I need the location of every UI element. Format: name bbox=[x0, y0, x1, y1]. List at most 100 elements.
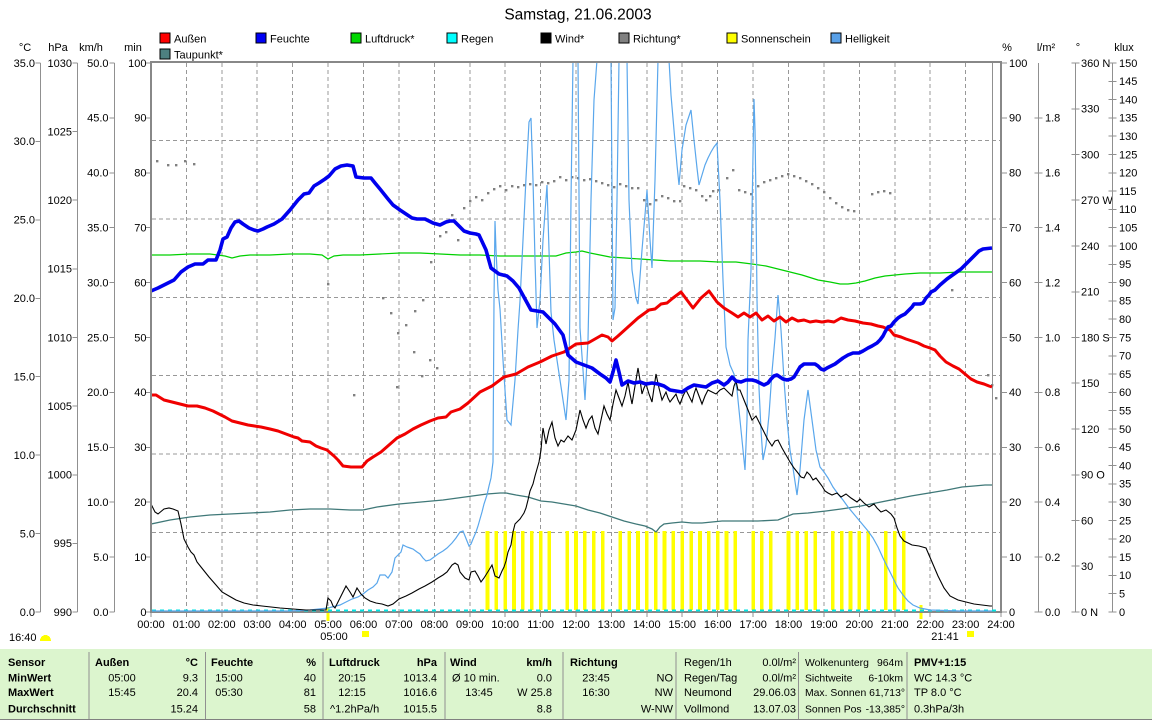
svg-text:95: 95 bbox=[1119, 259, 1131, 271]
svg-text:45.0: 45.0 bbox=[87, 113, 108, 125]
svg-text:16:40: 16:40 bbox=[9, 632, 37, 644]
svg-text:40: 40 bbox=[134, 387, 146, 399]
svg-text:20.4: 20.4 bbox=[177, 687, 198, 699]
svg-text:60: 60 bbox=[134, 277, 146, 289]
svg-text:85: 85 bbox=[1119, 296, 1131, 308]
svg-text:0.0l/m²: 0.0l/m² bbox=[762, 673, 796, 685]
svg-text:03:00: 03:00 bbox=[243, 619, 271, 631]
svg-text:17:00: 17:00 bbox=[739, 619, 767, 631]
svg-text:Außen: Außen bbox=[174, 34, 206, 46]
svg-text:23:45: 23:45 bbox=[582, 673, 610, 685]
svg-text:13.07.03: 13.07.03 bbox=[753, 704, 796, 716]
svg-text:60: 60 bbox=[1081, 515, 1093, 527]
svg-text:35: 35 bbox=[1119, 479, 1131, 491]
svg-text:130: 130 bbox=[1119, 131, 1137, 143]
svg-text:30: 30 bbox=[134, 442, 146, 454]
svg-text:60: 60 bbox=[1119, 387, 1131, 399]
svg-text:19:00: 19:00 bbox=[810, 619, 838, 631]
svg-text:90: 90 bbox=[134, 113, 146, 125]
svg-text:00:00: 00:00 bbox=[137, 619, 165, 631]
svg-text:1020: 1020 bbox=[48, 195, 72, 207]
svg-text:12:15: 12:15 bbox=[338, 687, 366, 699]
svg-text:30: 30 bbox=[1119, 497, 1131, 509]
svg-text:125: 125 bbox=[1119, 149, 1137, 161]
svg-text:06:00: 06:00 bbox=[350, 619, 378, 631]
svg-text:Feuchte: Feuchte bbox=[270, 34, 310, 46]
svg-text:115: 115 bbox=[1119, 186, 1137, 198]
svg-text:1013.4: 1013.4 bbox=[403, 673, 437, 685]
svg-text:hPa: hPa bbox=[417, 657, 438, 669]
svg-text:1025: 1025 bbox=[48, 126, 72, 138]
svg-text:25: 25 bbox=[1119, 515, 1131, 527]
svg-text:Durchschnitt: Durchschnitt bbox=[8, 704, 76, 716]
svg-text:60: 60 bbox=[1009, 277, 1021, 289]
svg-text:50.0: 50.0 bbox=[87, 58, 108, 70]
svg-text:%: % bbox=[1002, 42, 1012, 54]
svg-text:Samstag, 21.06.2003: Samstag, 21.06.2003 bbox=[504, 7, 651, 24]
svg-text:15: 15 bbox=[1119, 552, 1131, 564]
svg-text:Sonnenschein: Sonnenschein bbox=[741, 34, 811, 46]
svg-text:-13,385°: -13,385° bbox=[866, 705, 905, 716]
svg-text:100: 100 bbox=[128, 58, 146, 70]
svg-text:120: 120 bbox=[1081, 424, 1099, 436]
svg-text:Feuchte: Feuchte bbox=[211, 657, 253, 669]
svg-text:80: 80 bbox=[134, 168, 146, 180]
svg-text:20: 20 bbox=[134, 497, 146, 509]
svg-text:1000: 1000 bbox=[48, 470, 72, 482]
svg-text:Richtung*: Richtung* bbox=[633, 34, 681, 46]
svg-text:1015.5: 1015.5 bbox=[403, 704, 437, 716]
svg-text:35.0: 35.0 bbox=[14, 58, 35, 70]
svg-text:08:00: 08:00 bbox=[421, 619, 449, 631]
svg-text:Neumond: Neumond bbox=[684, 687, 732, 699]
svg-text:0.0: 0.0 bbox=[20, 607, 35, 619]
svg-text:240: 240 bbox=[1081, 241, 1099, 253]
svg-text:18:00: 18:00 bbox=[775, 619, 803, 631]
svg-text:81: 81 bbox=[304, 687, 316, 699]
svg-text:990: 990 bbox=[54, 607, 72, 619]
svg-text:05:00: 05:00 bbox=[314, 619, 342, 631]
svg-text:65: 65 bbox=[1119, 369, 1131, 381]
svg-text:1.6: 1.6 bbox=[1045, 168, 1060, 180]
svg-text:01:00: 01:00 bbox=[173, 619, 201, 631]
svg-text:10.0: 10.0 bbox=[14, 450, 35, 462]
svg-text:PMV+1:15: PMV+1:15 bbox=[914, 657, 966, 669]
svg-text:20:15: 20:15 bbox=[338, 673, 366, 685]
svg-text:°C: °C bbox=[19, 42, 31, 54]
svg-text:105: 105 bbox=[1119, 223, 1137, 235]
svg-text:13:00: 13:00 bbox=[598, 619, 626, 631]
svg-text:0.3hPa/3h: 0.3hPa/3h bbox=[914, 704, 964, 716]
svg-text:0: 0 bbox=[1009, 607, 1015, 619]
svg-text:04:00: 04:00 bbox=[279, 619, 307, 631]
svg-text:1030: 1030 bbox=[48, 58, 72, 70]
svg-text:10.0: 10.0 bbox=[87, 497, 108, 509]
svg-text:Ø 10 min.: Ø 10 min. bbox=[452, 673, 500, 685]
svg-text:Taupunkt*: Taupunkt* bbox=[174, 50, 224, 62]
svg-text:km/h: km/h bbox=[526, 657, 552, 669]
svg-text:20: 20 bbox=[1119, 534, 1131, 546]
svg-text:1.4: 1.4 bbox=[1045, 223, 1060, 235]
svg-text:0 N: 0 N bbox=[1081, 607, 1098, 619]
svg-text:80: 80 bbox=[1009, 168, 1021, 180]
svg-text:70: 70 bbox=[1119, 351, 1131, 363]
svg-text:0.6: 0.6 bbox=[1045, 442, 1060, 454]
svg-text:40: 40 bbox=[304, 673, 316, 685]
svg-text:0.4: 0.4 bbox=[1045, 497, 1060, 509]
svg-text:300: 300 bbox=[1081, 149, 1099, 161]
svg-text:360 N: 360 N bbox=[1081, 58, 1110, 70]
svg-text:Vollmond: Vollmond bbox=[684, 704, 729, 716]
svg-text:klux: klux bbox=[1114, 42, 1134, 54]
svg-text:0.0: 0.0 bbox=[537, 673, 552, 685]
svg-text:Außen: Außen bbox=[95, 657, 130, 669]
svg-text:W-NW: W-NW bbox=[641, 704, 674, 716]
svg-text:Regen/Tag: Regen/Tag bbox=[684, 673, 737, 685]
svg-text:30: 30 bbox=[1009, 442, 1021, 454]
svg-text:90 O: 90 O bbox=[1081, 470, 1105, 482]
svg-text:25.0: 25.0 bbox=[87, 332, 108, 344]
svg-text:1005: 1005 bbox=[48, 401, 72, 413]
svg-text:1.2: 1.2 bbox=[1045, 277, 1060, 289]
svg-text:995: 995 bbox=[54, 538, 72, 550]
svg-text:25.0: 25.0 bbox=[14, 215, 35, 227]
svg-text:09:00: 09:00 bbox=[456, 619, 484, 631]
svg-text:10: 10 bbox=[134, 552, 146, 564]
svg-text:10:00: 10:00 bbox=[491, 619, 519, 631]
